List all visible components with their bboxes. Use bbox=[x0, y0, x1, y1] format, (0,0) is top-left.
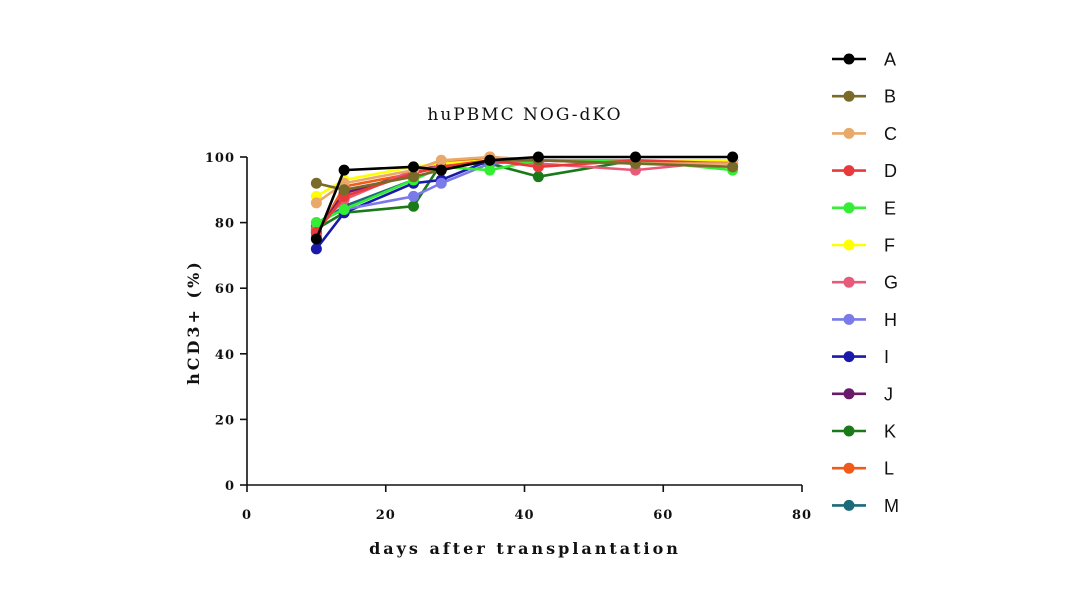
legend-label: H bbox=[884, 310, 897, 330]
legend-marker bbox=[843, 202, 855, 214]
data-point-A bbox=[435, 164, 447, 176]
legend-item-H: H bbox=[832, 310, 897, 330]
data-point-I bbox=[310, 243, 322, 255]
legend-item-E: E bbox=[832, 198, 896, 218]
legend-label: E bbox=[884, 198, 896, 218]
legend-item-I: I bbox=[832, 347, 889, 367]
legend-item-D: D bbox=[832, 161, 897, 181]
legend-label: L bbox=[884, 459, 894, 479]
legend-marker bbox=[843, 499, 855, 511]
x-tick-label: 80 bbox=[792, 508, 812, 523]
axes: 0 20 40 60 80 0 20 40 60 80 100 bbox=[205, 151, 812, 523]
y-tick-label: 20 bbox=[215, 413, 235, 428]
chart-title: huPBMC NOG-dKO bbox=[427, 105, 622, 125]
data-point-A bbox=[338, 164, 350, 176]
legend-item-B: B bbox=[832, 87, 896, 107]
legend-marker bbox=[843, 90, 855, 102]
legend-label: C bbox=[884, 124, 897, 144]
y-tick-label: 60 bbox=[215, 282, 235, 297]
data-point-H bbox=[435, 177, 447, 189]
data-point-C bbox=[310, 197, 322, 209]
x-tick-label: 0 bbox=[242, 508, 252, 523]
series-line-J bbox=[315, 158, 733, 234]
data-point-B bbox=[338, 184, 350, 196]
legend-label: M bbox=[884, 496, 899, 516]
x-tick-label: 40 bbox=[514, 508, 534, 523]
legend-item-A: A bbox=[832, 50, 896, 70]
x-axis-label: days after transplantation bbox=[369, 539, 681, 558]
legend-marker bbox=[843, 53, 855, 65]
legend-marker bbox=[843, 351, 855, 363]
legend-label: D bbox=[884, 161, 897, 181]
y-tick-label: 100 bbox=[205, 151, 235, 166]
data-point-A bbox=[727, 151, 739, 163]
data-point-B bbox=[727, 161, 739, 173]
legend-label: A bbox=[884, 50, 896, 70]
legend-marker bbox=[843, 239, 855, 251]
data-point-E bbox=[484, 164, 496, 176]
legend-item-G: G bbox=[832, 273, 898, 293]
legend-label: J bbox=[884, 384, 893, 404]
y-axis-label: hCD3+ (%) bbox=[184, 259, 203, 385]
legend-item-L: L bbox=[832, 459, 894, 479]
data-point-E bbox=[310, 217, 322, 229]
x-tick-label: 60 bbox=[653, 508, 673, 523]
series-line-M bbox=[315, 158, 733, 227]
legend-item-M: M bbox=[832, 496, 899, 516]
y-tick-label: 80 bbox=[215, 217, 235, 232]
data-point-H bbox=[408, 190, 419, 202]
data-point-B bbox=[408, 171, 419, 183]
legend-marker bbox=[843, 313, 855, 325]
data-point-K bbox=[532, 171, 544, 183]
legend-label: B bbox=[884, 87, 896, 107]
x-tick-label: 20 bbox=[376, 508, 396, 523]
data-point-E bbox=[338, 203, 350, 215]
data-point-K bbox=[408, 200, 419, 212]
legend-marker bbox=[843, 276, 855, 288]
series-line-A bbox=[315, 155, 733, 240]
legend-marker bbox=[843, 388, 855, 400]
legend-label: G bbox=[884, 273, 898, 293]
y-tick-label: 0 bbox=[225, 479, 235, 494]
legend-item-J: J bbox=[832, 384, 893, 404]
series-layer bbox=[310, 151, 739, 255]
data-point-A bbox=[532, 151, 544, 163]
data-point-A bbox=[310, 233, 322, 245]
legend-marker bbox=[843, 127, 855, 139]
y-tick-label: 40 bbox=[215, 348, 235, 363]
data-point-B bbox=[310, 177, 322, 189]
series-A bbox=[310, 151, 739, 245]
legend-label: F bbox=[884, 236, 895, 256]
series-line-D bbox=[315, 158, 733, 234]
legend-item-F: F bbox=[832, 236, 895, 256]
data-point-C bbox=[435, 154, 447, 166]
legend-item-C: C bbox=[832, 124, 897, 144]
data-point-A bbox=[484, 154, 496, 166]
data-point-A bbox=[408, 161, 419, 173]
legend-marker bbox=[843, 425, 855, 437]
legend-marker bbox=[843, 462, 855, 474]
data-point-A bbox=[630, 151, 641, 163]
legend-label: I bbox=[884, 347, 889, 367]
legend-item-K: K bbox=[832, 422, 896, 442]
legend-label: K bbox=[884, 422, 896, 442]
legend-marker bbox=[843, 165, 855, 177]
